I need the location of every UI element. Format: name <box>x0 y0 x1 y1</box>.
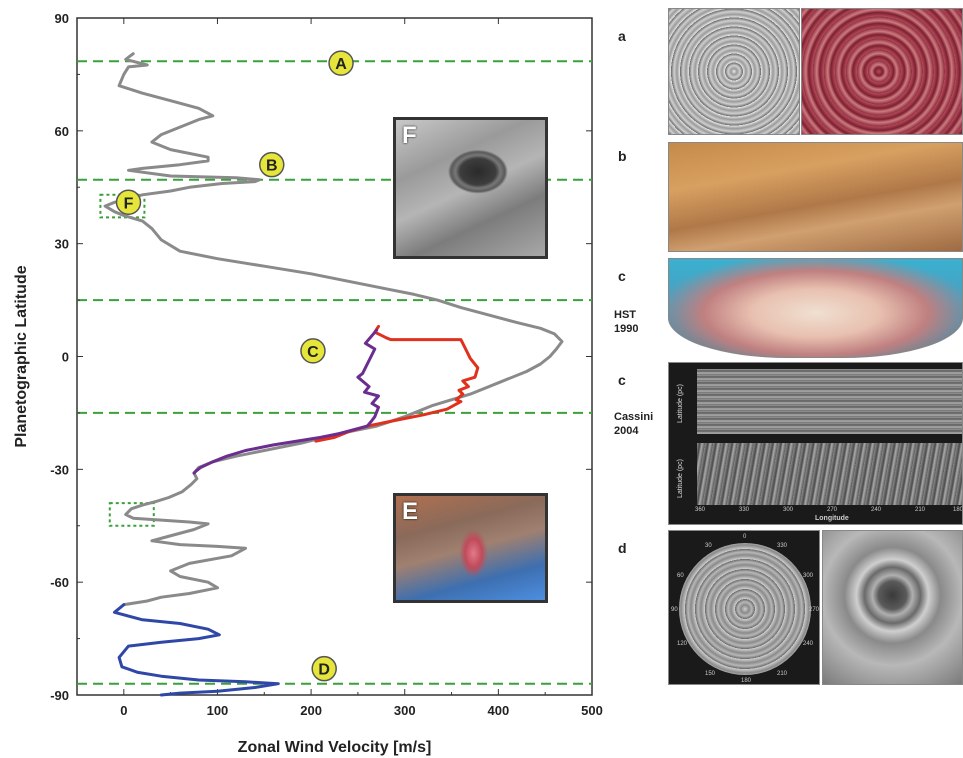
panel-a-polar-hexagon-red <box>801 8 963 135</box>
x-tick-label: 300 <box>394 703 416 718</box>
polar-tick: 150 <box>705 671 716 677</box>
panel-b-image <box>668 142 963 252</box>
y-tick-label: 30 <box>55 237 69 252</box>
cassini-strip-top <box>697 369 962 434</box>
polar-tick: 210 <box>777 671 788 677</box>
x-tick-label: 500 <box>581 703 603 718</box>
y-tick-label: -30 <box>50 462 69 477</box>
marker-label-D: D <box>318 662 330 679</box>
note-cassini: Cassini <box>614 411 654 423</box>
panel-d-vortex-image <box>822 530 963 685</box>
series-line-3 <box>192 328 380 475</box>
note-hst-year: 1990 <box>614 323 639 335</box>
x-tick-label: 100 <box>207 703 229 718</box>
inset-f-letter: F <box>402 122 417 149</box>
marker-circle-D <box>311 655 337 682</box>
polar-tick: 120 <box>677 641 688 647</box>
y-tick-label: 0 <box>62 350 69 365</box>
strip-tick: 210 <box>915 507 926 513</box>
panel-label-b: b <box>618 148 627 164</box>
series-line-1 <box>113 603 280 697</box>
polar-tick: 90 <box>671 607 678 613</box>
marker-circle-C <box>300 338 326 364</box>
marker-circle-B <box>259 151 285 178</box>
strip-tick: 360 <box>695 507 706 513</box>
marker-label-B: B <box>266 158 278 175</box>
polar-tick: 0 <box>743 534 747 540</box>
panel-label-c1: c <box>618 268 626 284</box>
x-tick-label: 400 <box>488 703 510 718</box>
marker-label-C: C <box>307 344 319 361</box>
strip-tick: 330 <box>739 507 750 513</box>
cassini-strip-bottom <box>697 443 962 505</box>
x-axis-title: Zonal Wind Velocity [m/s] <box>238 739 432 756</box>
polar-tick: 330 <box>777 543 788 549</box>
panel-note-hst: HST 1990 <box>614 308 638 336</box>
y-tick-label: 90 <box>55 11 69 26</box>
polar-map-disc <box>679 543 811 675</box>
marker-label-F: F <box>124 195 134 212</box>
strip-tick: 300 <box>783 507 794 513</box>
note-hst: HST <box>614 309 636 321</box>
panel-a-polar-hexagon-grayscale <box>668 8 800 135</box>
panel-c-hst-image <box>668 258 963 358</box>
inset-e-image: E <box>393 493 548 603</box>
inset-e-letter: E <box>402 498 419 525</box>
inset-f-image: F <box>393 117 548 259</box>
polar-tick: 270 <box>809 607 820 613</box>
strip-ylabel-top: Latitude (pc) <box>677 384 684 423</box>
x-tick-label: 0 <box>120 703 127 718</box>
series-line-2 <box>314 324 480 443</box>
note-cassini-year: 2004 <box>614 425 639 437</box>
y-tick-label: 60 <box>55 124 69 139</box>
panel-label-d: d <box>618 540 627 556</box>
marker-circle-F <box>115 189 142 216</box>
marker-circle-A <box>328 50 354 76</box>
y-tick-label: -60 <box>50 575 69 590</box>
region-box <box>108 502 155 527</box>
marker-label-A: A <box>335 56 347 73</box>
y-tick-label: -90 <box>50 688 69 703</box>
strip-tick: 180 <box>953 507 963 513</box>
x-tick-label: 200 <box>300 703 322 718</box>
polar-tick: 180 <box>741 678 752 684</box>
region-box <box>99 193 146 219</box>
panel-c-cassini-strips: Latitude (pc) Latitude (pc) 360 330 300 … <box>668 362 963 525</box>
series-line-0 <box>103 52 564 607</box>
panel-note-cassini: Cassini 2004 <box>614 410 653 438</box>
panel-label-a: a <box>618 28 626 44</box>
strip-ylabel-bottom: Latitude (pc) <box>677 459 684 498</box>
strip-xlabel: Longitude <box>815 515 849 522</box>
strip-tick: 270 <box>827 507 838 513</box>
panel-d-polar-map: 0 330 300 270 240 210 180 150 120 90 60 … <box>668 530 820 685</box>
strip-tick: 240 <box>871 507 882 513</box>
polar-tick: 240 <box>803 641 814 647</box>
polar-tick: 60 <box>677 573 684 579</box>
y-axis-title: Planetographic Latitude <box>13 265 30 447</box>
polar-tick: 30 <box>705 543 712 549</box>
polar-tick: 300 <box>803 573 814 579</box>
panel-label-c2: c <box>618 372 626 388</box>
